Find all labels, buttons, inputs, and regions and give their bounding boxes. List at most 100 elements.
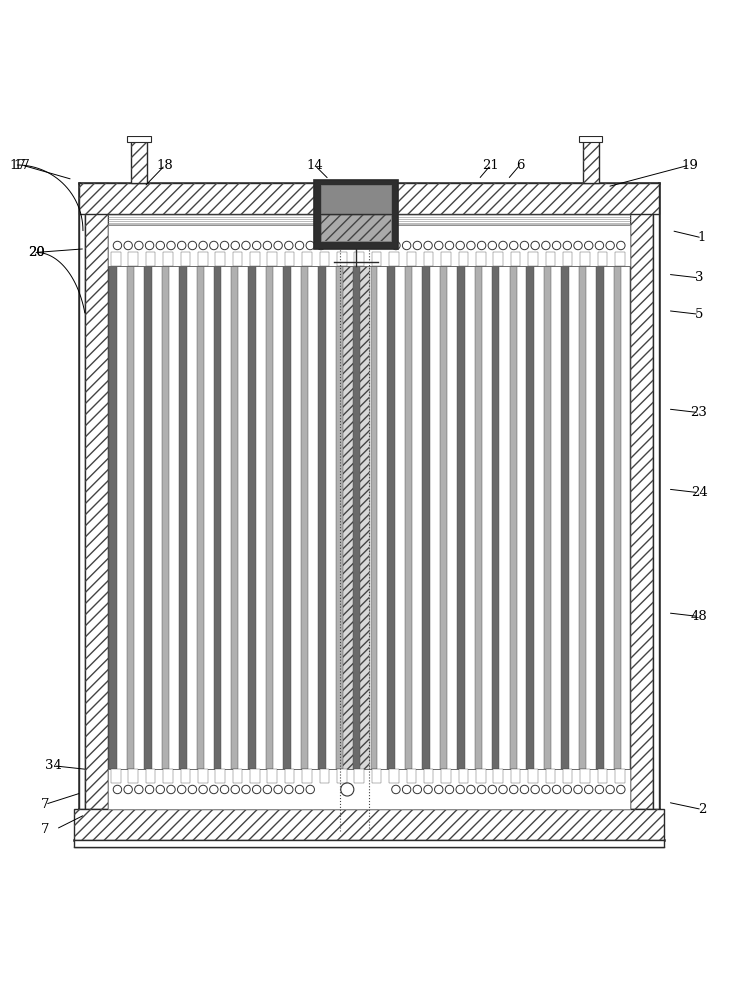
Bar: [145, 769, 156, 783]
Bar: [387, 266, 395, 769]
Bar: [232, 252, 242, 266]
Text: 5: 5: [695, 308, 703, 321]
Text: 24: 24: [691, 486, 708, 499]
Bar: [424, 769, 433, 783]
Text: 18: 18: [157, 159, 174, 172]
Bar: [181, 252, 190, 266]
Bar: [476, 252, 485, 266]
Bar: [371, 266, 377, 769]
Bar: [314, 180, 398, 249]
Bar: [653, 183, 659, 809]
Bar: [372, 769, 382, 783]
Bar: [405, 266, 412, 769]
Text: 1: 1: [698, 231, 706, 244]
Text: 17: 17: [9, 159, 26, 172]
Bar: [319, 252, 329, 266]
Bar: [198, 252, 208, 266]
Bar: [197, 266, 204, 769]
Bar: [579, 266, 586, 769]
Bar: [511, 769, 520, 783]
Bar: [232, 769, 242, 783]
Bar: [181, 769, 190, 783]
Bar: [458, 769, 469, 783]
Bar: [406, 769, 416, 783]
Bar: [630, 183, 653, 809]
Bar: [476, 769, 485, 783]
Bar: [85, 183, 108, 809]
Bar: [579, 136, 602, 142]
Bar: [318, 266, 326, 769]
Bar: [131, 136, 147, 183]
Bar: [322, 215, 390, 241]
Bar: [144, 266, 152, 769]
Bar: [340, 266, 369, 769]
Bar: [615, 252, 624, 266]
Bar: [336, 266, 343, 769]
Bar: [337, 252, 346, 266]
Bar: [75, 809, 664, 840]
Bar: [75, 809, 664, 840]
Bar: [318, 266, 326, 769]
Bar: [355, 769, 364, 783]
Bar: [372, 252, 382, 266]
Bar: [563, 769, 572, 783]
Text: 23: 23: [691, 406, 708, 419]
Bar: [336, 266, 343, 769]
Bar: [110, 266, 117, 769]
Bar: [108, 214, 630, 225]
Text: 7: 7: [41, 823, 49, 836]
Bar: [511, 252, 520, 266]
Bar: [545, 252, 555, 266]
Text: 7: 7: [41, 798, 49, 811]
Bar: [129, 769, 138, 783]
Bar: [352, 266, 360, 769]
Bar: [457, 266, 465, 769]
Bar: [249, 266, 256, 769]
Text: 20: 20: [28, 246, 45, 259]
Bar: [492, 266, 499, 769]
Bar: [545, 266, 551, 769]
Bar: [302, 769, 312, 783]
Bar: [615, 769, 624, 783]
Bar: [213, 266, 221, 769]
Text: 21: 21: [482, 159, 499, 172]
Bar: [232, 266, 238, 769]
Bar: [108, 266, 630, 769]
Bar: [127, 266, 135, 769]
Bar: [197, 266, 204, 769]
Bar: [561, 266, 569, 769]
Bar: [630, 183, 653, 809]
Bar: [322, 185, 390, 213]
Bar: [283, 266, 291, 769]
Bar: [526, 266, 534, 769]
Text: 34: 34: [45, 759, 62, 772]
Bar: [266, 266, 273, 769]
Bar: [545, 769, 555, 783]
Bar: [596, 266, 604, 769]
Bar: [144, 266, 152, 769]
Bar: [213, 266, 221, 769]
Bar: [492, 266, 499, 769]
Bar: [268, 252, 277, 266]
Text: 19: 19: [681, 159, 698, 172]
Bar: [145, 252, 156, 266]
Bar: [583, 136, 599, 183]
Bar: [405, 266, 412, 769]
Bar: [340, 266, 369, 769]
Bar: [250, 252, 260, 266]
Bar: [598, 769, 607, 783]
Bar: [232, 266, 238, 769]
Bar: [162, 266, 169, 769]
Bar: [422, 266, 430, 769]
Bar: [302, 252, 312, 266]
Bar: [163, 252, 173, 266]
Text: 17: 17: [13, 159, 30, 172]
Bar: [85, 183, 108, 809]
Bar: [79, 183, 659, 214]
Bar: [285, 769, 295, 783]
Bar: [216, 252, 225, 266]
Bar: [127, 136, 151, 142]
Bar: [250, 769, 260, 783]
Text: 48: 48: [691, 610, 708, 623]
Bar: [529, 769, 538, 783]
